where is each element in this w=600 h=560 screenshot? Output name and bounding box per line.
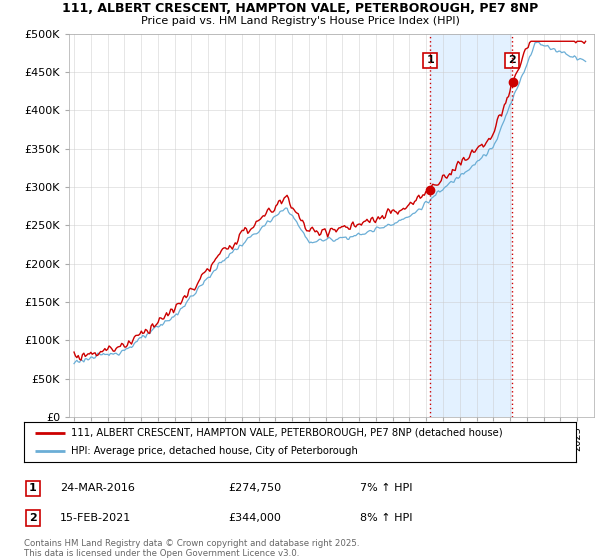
Text: 1: 1 — [426, 55, 434, 66]
Text: 2: 2 — [29, 513, 37, 523]
Text: £344,000: £344,000 — [228, 513, 281, 523]
Text: 24-MAR-2016: 24-MAR-2016 — [60, 483, 135, 493]
Text: 8% ↑ HPI: 8% ↑ HPI — [360, 513, 413, 523]
Text: 1: 1 — [29, 483, 37, 493]
Text: £274,750: £274,750 — [228, 483, 281, 493]
Text: 2: 2 — [508, 55, 516, 66]
Text: 111, ALBERT CRESCENT, HAMPTON VALE, PETERBOROUGH, PE7 8NP: 111, ALBERT CRESCENT, HAMPTON VALE, PETE… — [62, 2, 538, 15]
Text: Price paid vs. HM Land Registry's House Price Index (HPI): Price paid vs. HM Land Registry's House … — [140, 16, 460, 26]
Text: HPI: Average price, detached house, City of Peterborough: HPI: Average price, detached house, City… — [71, 446, 358, 456]
Text: Contains HM Land Registry data © Crown copyright and database right 2025.
This d: Contains HM Land Registry data © Crown c… — [24, 539, 359, 558]
Bar — [430, 34, 512, 417]
Text: 7% ↑ HPI: 7% ↑ HPI — [360, 483, 413, 493]
Text: 111, ALBERT CRESCENT, HAMPTON VALE, PETERBOROUGH, PE7 8NP (detached house): 111, ALBERT CRESCENT, HAMPTON VALE, PETE… — [71, 428, 503, 437]
Text: 15-FEB-2021: 15-FEB-2021 — [60, 513, 131, 523]
